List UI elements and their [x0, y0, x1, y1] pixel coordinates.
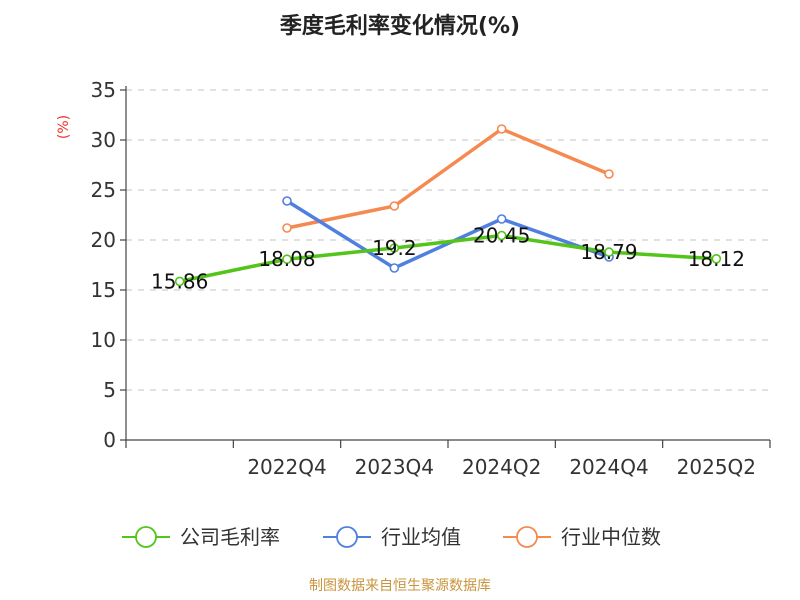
- legend-marker[interactable]: [135, 526, 157, 548]
- y-tick-label: 35: [91, 78, 116, 102]
- data-label: 18.12: [688, 247, 745, 271]
- data-point[interactable]: [496, 214, 507, 224]
- source-note: 制图数据来自恒生聚源数据库: [309, 578, 491, 594]
- y-tick-label: 5: [103, 378, 116, 402]
- legend-label[interactable]: 公司毛利率: [180, 525, 280, 549]
- x-tick-label: 2025Q2: [677, 455, 756, 479]
- data-label: 19.2: [372, 236, 417, 260]
- data-point[interactable]: [282, 254, 292, 265]
- legend[interactable]: 公司毛利率 行业均值 行业中位数: [122, 525, 661, 549]
- y-axis-unit: (%): [56, 115, 72, 139]
- y-tick-label: 20: [91, 228, 116, 252]
- y-tick-label: 15: [91, 278, 116, 302]
- series-line: [177, 233, 719, 284]
- y-tick-label: 25: [91, 178, 116, 202]
- data-point[interactable]: [496, 230, 507, 241]
- y-tick-label: 30: [91, 128, 116, 152]
- data-label: 20.45: [473, 224, 530, 248]
- series-line: [285, 199, 611, 270]
- chart-title: 季度毛利率变化情况(%): [280, 13, 520, 39]
- x-tick-label: 2024Q2: [462, 455, 541, 479]
- data-point[interactable]: [174, 276, 185, 287]
- data-point[interactable]: [496, 124, 507, 134]
- legend-label[interactable]: 行业中位数: [561, 525, 661, 549]
- data-point[interactable]: [282, 196, 292, 206]
- data-label: 15.86: [151, 269, 208, 293]
- y-tick-label: 0: [103, 428, 116, 452]
- y-tick-label: 10: [91, 328, 116, 352]
- x-tick-label: 2022Q4: [247, 455, 326, 479]
- series: [174, 124, 722, 287]
- x-tick-label: 2024Q4: [569, 455, 648, 479]
- data-point[interactable]: [389, 263, 400, 273]
- series-line: [285, 127, 611, 230]
- data-point[interactable]: [604, 169, 614, 179]
- data-point[interactable]: [389, 201, 400, 211]
- data-label: 18.08: [258, 247, 315, 271]
- data-label: 18.79: [580, 240, 637, 264]
- x-tick-label: 2023Q4: [355, 455, 434, 479]
- legend-marker[interactable]: [516, 526, 538, 548]
- data-point[interactable]: [282, 223, 292, 233]
- legend-marker[interactable]: [336, 526, 358, 548]
- data-point[interactable]: [389, 243, 400, 253]
- axes: 0 5 10 15 20 25 30 35 2022Q4 2023Q4 2024Q2 2024Q4 20…: [91, 78, 771, 479]
- data-point[interactable]: [604, 247, 614, 257]
- data-point[interactable]: [711, 253, 722, 264]
- legend-label[interactable]: 行业均值: [381, 525, 461, 549]
- data-labels: 15.86 18.08 19.2 20.45 18.79 18.12: [151, 224, 745, 294]
